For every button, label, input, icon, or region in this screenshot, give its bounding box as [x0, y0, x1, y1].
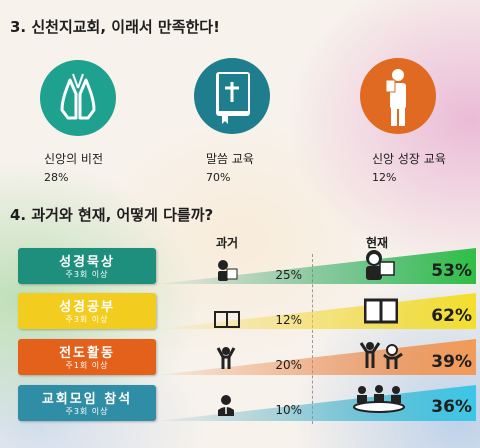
now-value: 36%: [431, 397, 472, 417]
row-label-meetings: 교회모임 참석 주3회 이상: [18, 385, 156, 421]
past-value: 12%: [275, 313, 302, 327]
person-reading-icon: [366, 250, 395, 280]
row-sub: 주1회 이상: [65, 361, 109, 370]
past-now-divider: [312, 254, 313, 424]
item2-value: 70%: [206, 171, 231, 184]
col-now-header: 현재: [366, 236, 389, 250]
ramp-meetings: [158, 385, 476, 421]
past-value: 20%: [275, 358, 302, 372]
row-title: 전도활동: [59, 346, 115, 361]
bible-icon: [216, 72, 250, 124]
vision-circle: [40, 60, 116, 136]
now-value: 62%: [431, 306, 472, 326]
row-sub: 주3회 이상: [65, 315, 109, 324]
item3-value: 12%: [372, 171, 397, 184]
item1-value: 28%: [44, 171, 69, 184]
open-book-icon: [214, 311, 240, 328]
person-reading-icon: [218, 260, 238, 281]
row-label-evangelism: 전도활동 주1회 이상: [18, 339, 156, 375]
now-value: 39%: [431, 352, 472, 372]
open-book-icon: [364, 298, 398, 324]
row-label-study: 성경공부 주3회 이상: [18, 293, 156, 329]
row-label-meditation: 성경묵상 주3회 이상: [18, 248, 156, 284]
group-meeting-icon: [353, 385, 405, 413]
col-past-header: 과거: [216, 236, 239, 250]
word-circle: [194, 58, 270, 134]
item2-label: 말씀 교육: [206, 152, 254, 166]
person-speaker-icon: [218, 395, 234, 416]
growth-circle: [360, 58, 436, 134]
item3-label: 신앙 성장 교육: [372, 152, 446, 166]
now-value: 53%: [431, 261, 472, 281]
item1-label: 신앙의 비전: [44, 152, 104, 166]
row-title: 성경공부: [59, 300, 115, 315]
row-sub: 주3회 이상: [65, 270, 109, 279]
section1-title: 3. 신천지교회, 이래서 만족한다!: [10, 18, 220, 36]
praying-hands-icon: [60, 73, 96, 120]
person-reading-icon: [385, 69, 406, 126]
group-cheering-icon: [359, 342, 403, 369]
past-value: 10%: [275, 403, 302, 417]
row-title: 성경묵상: [59, 255, 115, 270]
row-sub: 주3회 이상: [65, 407, 109, 416]
person-cheering-icon: [216, 347, 236, 369]
past-value: 25%: [275, 268, 302, 282]
section2-title: 4. 과거와 현재, 어떻게 다를까?: [10, 206, 214, 224]
row-title: 교회모임 참석: [41, 392, 133, 407]
